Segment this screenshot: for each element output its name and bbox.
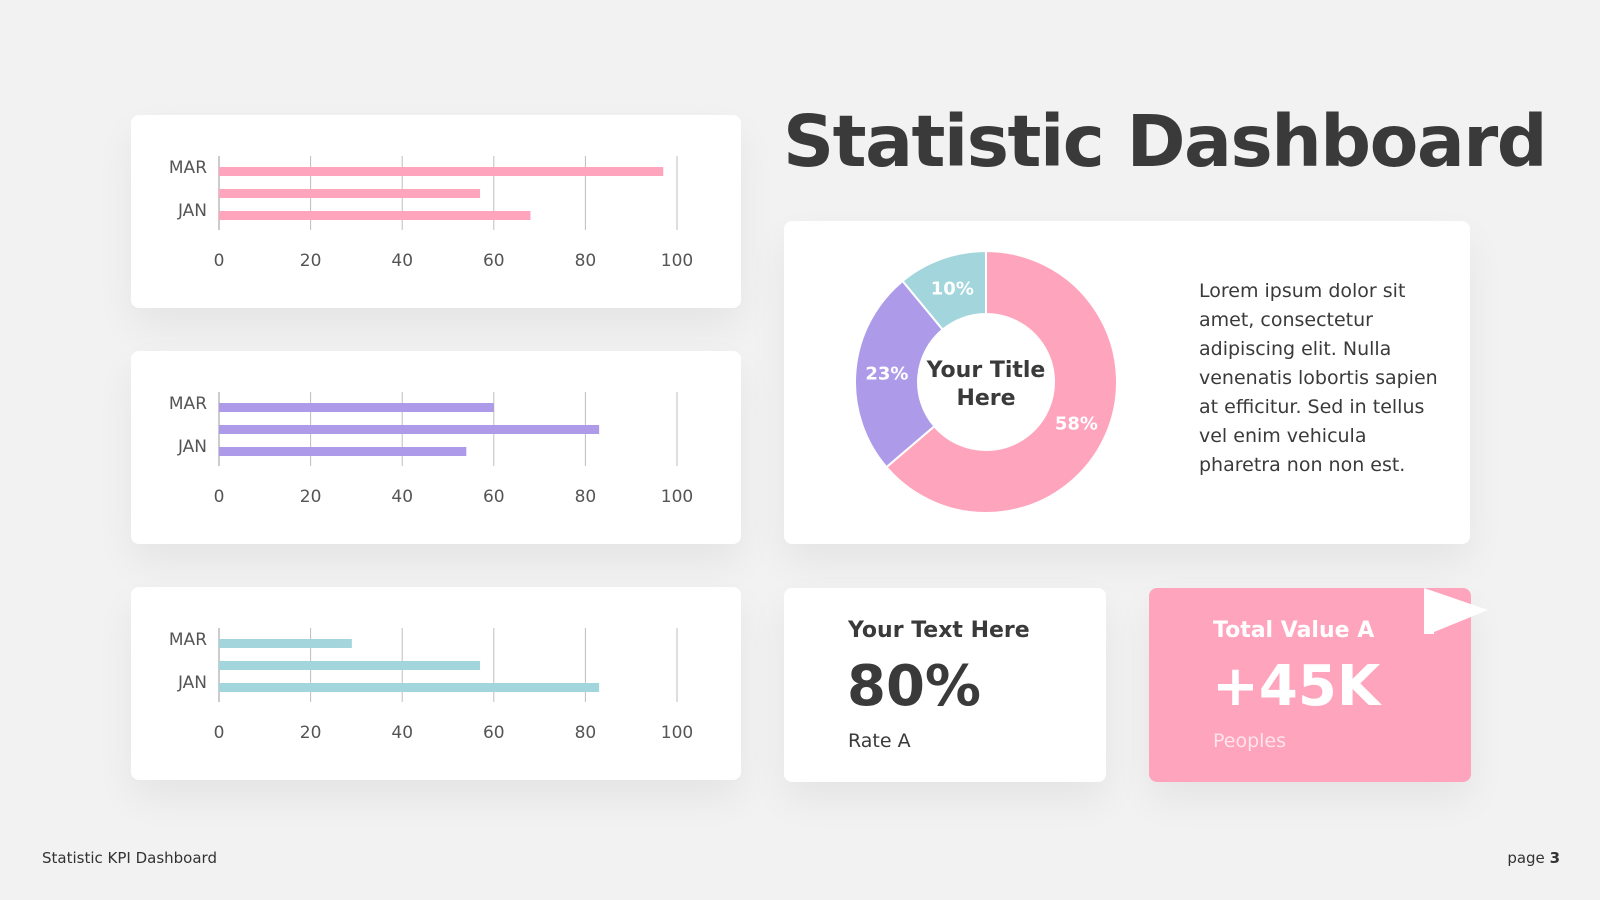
kpi-subtext: Peoples: [1213, 730, 1287, 752]
donut-slice: [854, 279, 945, 469]
x-tick-label: 80: [575, 487, 597, 507]
kpi-heading: Total Value A: [1213, 618, 1375, 643]
donut-slice: [885, 249, 1118, 514]
x-tick-label: 20: [300, 487, 322, 507]
slice-label: 10%: [931, 278, 974, 299]
kpi-card-rate: Your Text Here 80% Rate A: [784, 588, 1106, 782]
x-tick-label: 80: [575, 251, 597, 271]
x-tick-label: 0: [214, 251, 225, 271]
kpi-heading: Your Text Here: [848, 618, 1030, 643]
page-number: page 3: [1507, 849, 1560, 867]
bar: [219, 661, 481, 670]
kpi-value: 80%: [847, 654, 982, 719]
page-number-value: 3: [1549, 849, 1560, 867]
bar: [219, 425, 600, 434]
donut-chart-card: 58% 23% 10% Your Title Here Lorem ipsum dolo…: [784, 221, 1470, 544]
x-tick-label: 60: [483, 487, 505, 507]
donut-description: Lorem ipsum dolor sit amet, consectetur …: [1199, 280, 1438, 476]
x-tick-label: 60: [483, 251, 505, 271]
bar-chart-card-3: 0 20 40 60 80 100 MAR JAN: [131, 587, 741, 780]
x-tick-label: 0: [214, 487, 225, 507]
footer-label: Statistic KPI Dashboard: [42, 849, 217, 867]
donut-center-title: Your Title: [926, 358, 1046, 383]
bar-chart-3: 0 20 40 60 80 100 MAR JAN: [169, 628, 693, 743]
bar-chart-card-1: 0 20 40 60 80 100 MAR JAN: [131, 115, 741, 308]
kpi-value: +45K: [1212, 654, 1381, 719]
bar: [219, 189, 481, 198]
x-tick-label: 40: [391, 251, 413, 271]
bar: [219, 683, 600, 692]
bar: [219, 639, 352, 648]
x-tick-label: 60: [483, 723, 505, 743]
page-title: Statistic Dashboard: [783, 100, 1548, 183]
donut-center-title: Here: [956, 386, 1015, 411]
x-tick-label: 100: [661, 251, 693, 271]
x-tick-label: 100: [661, 487, 693, 507]
kpi-subtext: Rate A: [848, 730, 911, 752]
x-tick-label: 80: [575, 723, 597, 743]
page-prefix: page: [1507, 849, 1545, 867]
x-tick-label: 20: [300, 723, 322, 743]
y-tick-label: MAR: [169, 394, 207, 414]
y-tick-label: MAR: [169, 158, 207, 178]
y-tick-label: JAN: [177, 673, 207, 693]
y-tick-label: JAN: [177, 201, 207, 221]
bar: [219, 403, 494, 412]
donut-chart: 58% 23% 10% Your Title Here: [854, 249, 1118, 514]
bar: [219, 211, 531, 220]
donut-slice: [901, 249, 987, 331]
x-tick-label: 100: [661, 723, 693, 743]
bar: [219, 447, 467, 456]
flag-icon: [1424, 588, 1488, 634]
bar-chart-card-2: 0 20 40 60 80 100 MAR JAN: [131, 351, 741, 544]
slice-label: 58%: [1055, 414, 1098, 435]
y-tick-label: MAR: [169, 630, 207, 650]
x-tick-label: 0: [214, 723, 225, 743]
x-tick-label: 40: [391, 723, 413, 743]
y-tick-label: JAN: [177, 437, 207, 457]
x-tick-label: 40: [391, 487, 413, 507]
bar-chart-2: 0 20 40 60 80 100 MAR JAN: [169, 392, 693, 507]
bar-chart-1: 0 20 40 60 80 100 MAR JAN: [169, 156, 693, 271]
kpi-card-total: Total Value A +45K Peoples: [1149, 588, 1488, 782]
x-tick-label: 20: [300, 251, 322, 271]
slice-label: 23%: [865, 363, 908, 384]
bar: [219, 167, 664, 176]
